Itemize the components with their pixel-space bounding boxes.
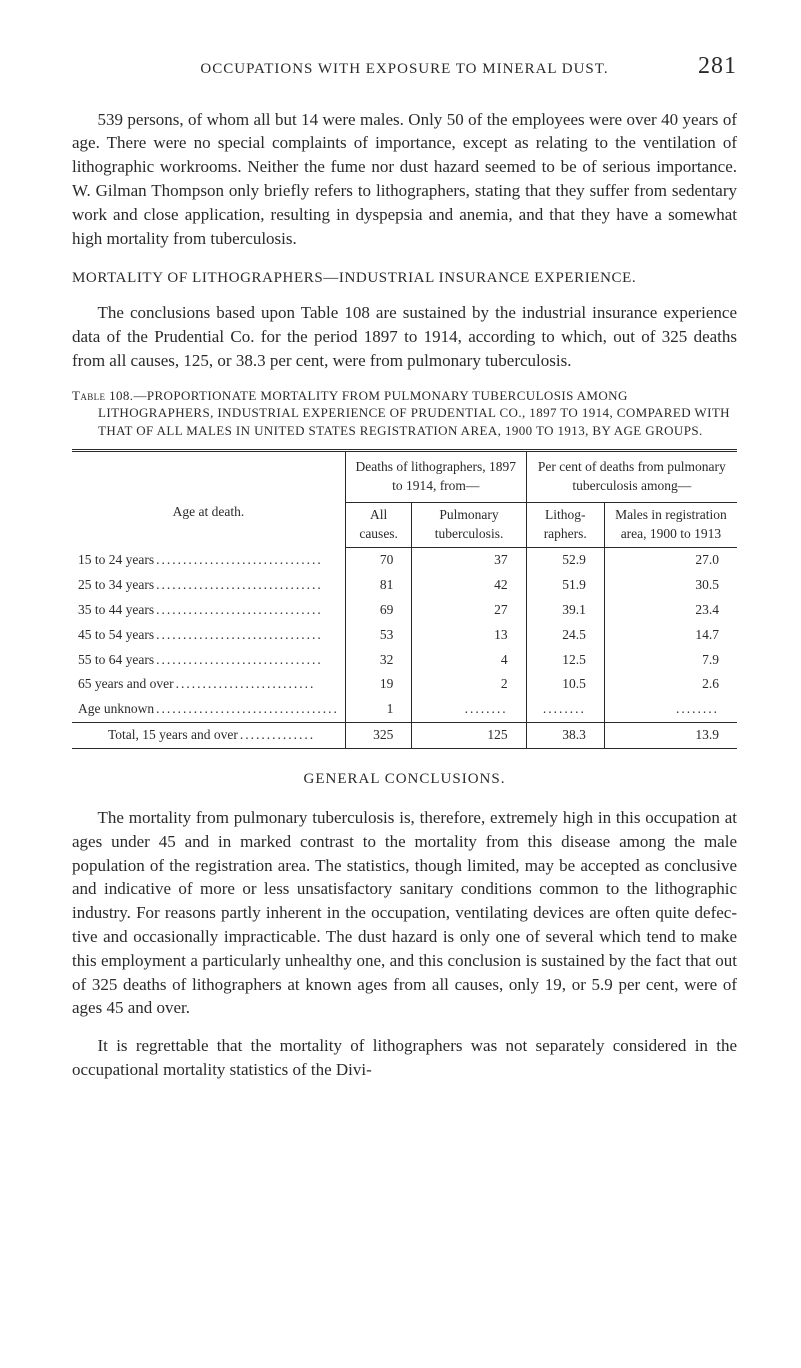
leader-dots: .................................. (156, 701, 339, 716)
cell-pulm: 13 (412, 623, 526, 648)
table-row: 35 to 44 years..........................… (72, 598, 737, 623)
col-head-lith: Lithog­raphers. (526, 503, 604, 548)
table-row: 65 years and over.......................… (72, 672, 737, 697)
row-label-text: 35 to 44 years (78, 602, 156, 617)
row-label-text: 55 to 64 years (78, 652, 156, 667)
cell-all: 53 (345, 623, 412, 648)
total-males: 13.9 (604, 723, 737, 749)
cell-blank: ........ (604, 697, 737, 722)
row-label: Age unknown.............................… (72, 697, 345, 722)
row-label: 35 to 44 years..........................… (72, 598, 345, 623)
cell-lith: 39.1 (526, 598, 604, 623)
section-heading-mortality: MORTALITY OF LITHOGRAPHERS—INDUSTRIAL IN… (72, 268, 737, 289)
paragraph-3: The mortality from pulmonary tuberculosi… (72, 806, 737, 1020)
cell-lith: 24.5 (526, 623, 604, 648)
leader-dots: ............................... (156, 627, 323, 642)
total-lith: 38.3 (526, 723, 604, 749)
table-row: 15 to 24 years..........................… (72, 547, 737, 572)
cell-all: 81 (345, 573, 412, 598)
table-caption-lead: Table 108. (72, 388, 133, 403)
cell-all: 70 (345, 547, 412, 572)
paragraph-4: It is regrettable that the mortality of … (72, 1034, 737, 1082)
section-heading-conclusions: GENERAL CONCLUSIONS. (72, 769, 737, 790)
col-head-deaths-group: Deaths of lithogra­phers, 1897 to 1914, … (345, 451, 526, 503)
cell-males: 27.0 (604, 547, 737, 572)
paragraph-1: 539 persons, of whom all but 14 were mal… (72, 108, 737, 251)
running-head: OCCUPATIONS WITH EXPOSURE TO MINERAL DUS… (72, 50, 737, 84)
cell-pulm: 4 (412, 648, 526, 673)
row-label: 45 to 54 years..........................… (72, 623, 345, 648)
cell-pulm: 2 (412, 672, 526, 697)
cell-lith: 52.9 (526, 547, 604, 572)
row-label: 65 years and over.......................… (72, 672, 345, 697)
cell-all: 32 (345, 648, 412, 673)
cell-males: 30.5 (604, 573, 737, 598)
col-head-males: Males in registra­tion area, 1900 to 191… (604, 503, 737, 548)
row-label: 15 to 24 years..........................… (72, 547, 345, 572)
row-label-text: 25 to 34 years (78, 577, 156, 592)
paragraph-2: The conclusions based upon Table 108 are… (72, 301, 737, 372)
total-label: Total, 15 years and over.............. (72, 723, 345, 749)
mortality-table: Age at death. Deaths of lithogra­phers, … (72, 449, 737, 749)
row-label-text: 15 to 24 years (78, 552, 156, 567)
table-row: 25 to 34 years..........................… (72, 573, 737, 598)
cell-blank: ........ (526, 697, 604, 722)
table-row: 45 to 54 years..........................… (72, 623, 737, 648)
row-label: 55 to 64 years..........................… (72, 648, 345, 673)
table-caption-text: —PROPORTIONATE MORTALITY FROM PULMONARY … (98, 388, 730, 438)
col-head-age: Age at death. (72, 451, 345, 548)
row-label: 25 to 34 years..........................… (72, 573, 345, 598)
leader-dots: ............................... (156, 602, 323, 617)
cell-lith: 12.5 (526, 648, 604, 673)
col-head-pct-group: Per cent of deaths from pulmonary tuberc… (526, 451, 737, 503)
cell-pulm: 42 (412, 573, 526, 598)
table-row: Age unknown.............................… (72, 697, 737, 722)
cell-males: 2.6 (604, 672, 737, 697)
cell-males: 23.4 (604, 598, 737, 623)
table-total-row: Total, 15 years and over.............. 3… (72, 723, 737, 749)
table-caption: Table 108.—PROPORTIONATE MORTALITY FROM … (72, 387, 737, 440)
col-head-pulm: Pulmonary tubercu­losis. (412, 503, 526, 548)
page: OCCUPATIONS WITH EXPOSURE TO MINERAL DUS… (0, 0, 801, 1368)
table-body: 15 to 24 years..........................… (72, 547, 737, 748)
row-label-text: Age unknown (78, 701, 156, 716)
cell-pulm: 37 (412, 547, 526, 572)
cell-males: 7.9 (604, 648, 737, 673)
total-all: 325 (345, 723, 412, 749)
cell-lith: 10.5 (526, 672, 604, 697)
leader-dots: .............. (240, 727, 315, 742)
row-label-text: 65 years and over (78, 676, 176, 691)
leader-dots: ............................... (156, 552, 323, 567)
page-number: 281 (677, 50, 737, 84)
cell-pulm: 27 (412, 598, 526, 623)
running-title: OCCUPATIONS WITH EXPOSURE TO MINERAL DUS… (132, 59, 677, 80)
total-pulm: 125 (412, 723, 526, 749)
leader-dots: .......................... (176, 676, 316, 691)
row-label-text: 45 to 54 years (78, 627, 156, 642)
cell-males: 14.7 (604, 623, 737, 648)
cell-all: 69 (345, 598, 412, 623)
cell-all: 1 (345, 697, 412, 722)
leader-dots: ............................... (156, 577, 323, 592)
total-label-text: Total, 15 years and over (108, 727, 240, 742)
table-row: 55 to 64 years..........................… (72, 648, 737, 673)
cell-lith: 51.9 (526, 573, 604, 598)
leader-dots: ............................... (156, 652, 323, 667)
cell-all: 19 (345, 672, 412, 697)
col-head-all-causes: All causes. (345, 503, 412, 548)
cell-blank: ........ (412, 697, 526, 722)
